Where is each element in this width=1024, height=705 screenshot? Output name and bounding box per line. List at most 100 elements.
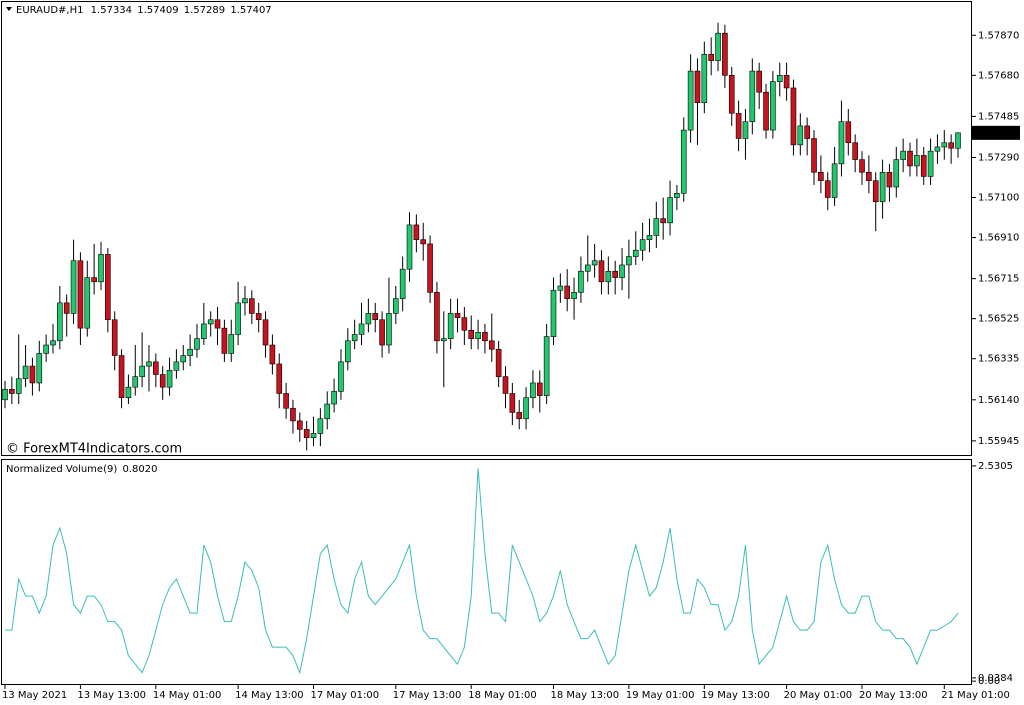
- candle-body: [667, 197, 673, 224]
- candle-body: [735, 112, 742, 139]
- candle-body: [214, 319, 221, 329]
- candle-body: [338, 361, 344, 392]
- candle-body: [413, 224, 420, 240]
- candle-body: [386, 313, 392, 346]
- candle-body: [708, 53, 714, 61]
- candle-body: [132, 376, 139, 388]
- candle-body: [324, 403, 331, 420]
- candle-body: [139, 365, 145, 377]
- candle-body: [283, 393, 289, 409]
- menu-triangle[interactable]: [6, 7, 12, 11]
- marks: 1.57870 1.57680 1.57485 1.57290 1.57100 1.569…: [2, 22, 1020, 701]
- candle-body: [886, 171, 893, 188]
- candle-body: [488, 340, 495, 350]
- candle-body: [852, 142, 858, 160]
- candle-body: [934, 146, 941, 152]
- candle-body: [701, 53, 708, 104]
- candle-body: [98, 254, 104, 283]
- candle-body: [680, 129, 687, 194]
- candle-body: [927, 150, 934, 177]
- candle-body: [482, 332, 488, 342]
- candle-body: [557, 285, 564, 291]
- y-tick-label: 1.57870: [978, 30, 1019, 41]
- candle-body: [201, 323, 207, 339]
- candle-body: [351, 334, 358, 342]
- candle-body: [63, 302, 70, 314]
- x-tick-label: 13 May 2021: [2, 690, 67, 701]
- candle-body: [776, 75, 783, 82]
- candle-body: [811, 138, 817, 173]
- candle-body: [948, 142, 954, 149]
- y-tick-label: 1.56525: [978, 314, 1019, 325]
- candle-body: [818, 171, 824, 181]
- candle-body: [77, 260, 84, 329]
- candle-body: [715, 32, 721, 61]
- candle-body: [249, 298, 255, 314]
- candle-body: [742, 121, 749, 139]
- candle-body: [523, 397, 529, 420]
- candle-body: [824, 180, 831, 198]
- y-tick-label: 1.57290: [978, 152, 1019, 163]
- y-tick-label: 1.55945: [978, 436, 1019, 447]
- candle-body: [345, 340, 351, 363]
- candle-body: [763, 91, 769, 131]
- candle-body: [434, 292, 440, 342]
- candle-body: [920, 155, 927, 177]
- candle-body: [914, 155, 920, 167]
- candle-body: [91, 277, 97, 283]
- candle-body: [70, 260, 77, 314]
- x-tick-label: 14 May 13:00: [235, 690, 304, 701]
- candle-body: [619, 264, 625, 278]
- indicator-header: Normalized Volume(9) 0.8020: [6, 464, 157, 475]
- candle-body: [159, 374, 166, 388]
- candle-body: [146, 361, 152, 367]
- candle-body: [173, 361, 180, 371]
- candle-body: [516, 412, 523, 420]
- candle-body: [43, 344, 49, 354]
- candle-body: [22, 365, 29, 380]
- candle-body: [153, 361, 159, 375]
- candle-body: [578, 270, 584, 293]
- candle-body: [303, 428, 310, 439]
- y-tick-label: 1.57100: [978, 193, 1019, 204]
- candle-body: [626, 256, 632, 266]
- candle-body: [804, 125, 810, 139]
- candle-body: [564, 285, 571, 299]
- candle-body: [276, 363, 283, 394]
- candle-body: [728, 75, 735, 114]
- candle-body: [674, 193, 680, 198]
- candle-body: [166, 369, 173, 388]
- candle-body: [105, 254, 111, 321]
- candle-body: [420, 239, 427, 245]
- candle-body: [879, 171, 886, 203]
- candle-body: [440, 338, 447, 342]
- candle-body: [591, 260, 598, 266]
- x-tick-label: 20 May 13:00: [859, 690, 928, 701]
- high-value: 1.57409: [137, 5, 178, 16]
- candle-body: [461, 317, 468, 331]
- candle-body: [194, 338, 200, 350]
- candle-body: [235, 302, 241, 335]
- candle-body: [290, 407, 296, 422]
- candle-body: [475, 332, 481, 339]
- candle-body: [36, 353, 43, 384]
- candle-body: [15, 378, 22, 394]
- candle-body: [530, 382, 536, 398]
- candle-body: [310, 433, 317, 439]
- x-tick-label: 13 May 13:00: [77, 690, 146, 701]
- indicator-current: 0.8020: [122, 464, 157, 475]
- candle-body: [955, 132, 961, 149]
- candle-body: [598, 260, 605, 283]
- candle-body: [468, 329, 475, 339]
- candle-body: [221, 327, 228, 354]
- candle-body: [790, 87, 797, 146]
- candle-body: [831, 163, 838, 198]
- candle-body: [317, 418, 324, 434]
- candle-body: [694, 70, 701, 104]
- x-tick-label: 20 May 01:00: [784, 690, 853, 701]
- candle-body: [242, 298, 248, 304]
- y-tick-label: 2.5305: [978, 461, 1013, 472]
